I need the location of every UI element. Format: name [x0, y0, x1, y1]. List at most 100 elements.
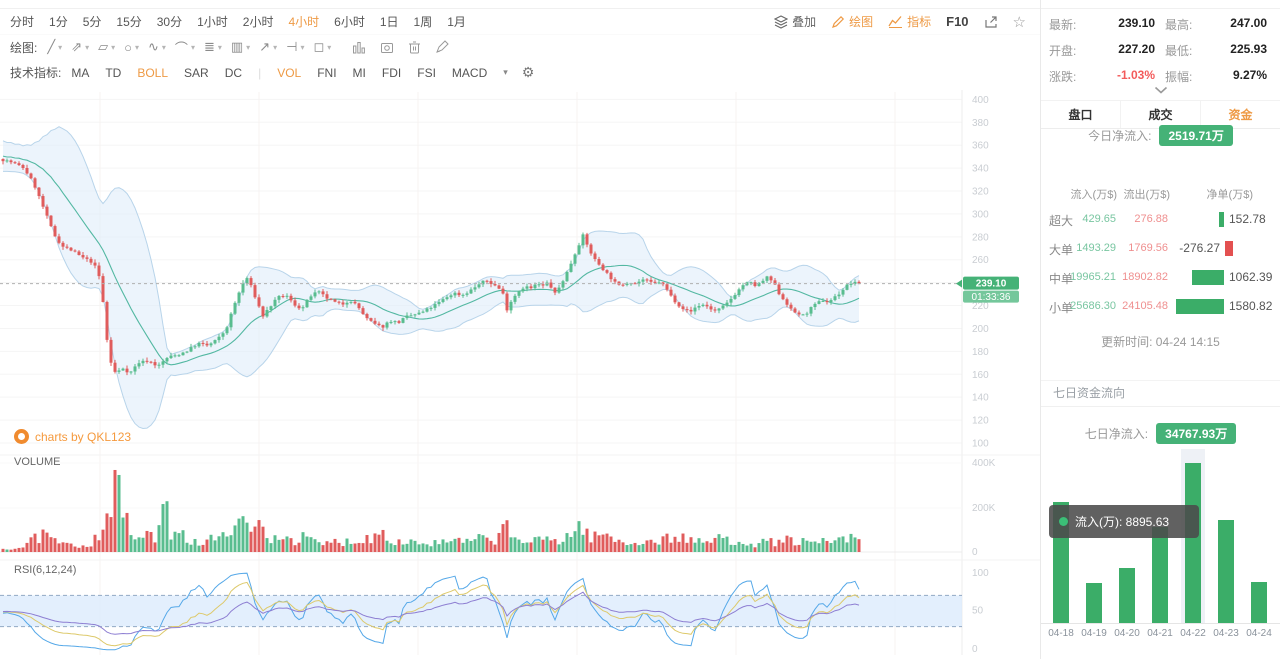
draw-toolbar: 绘图: ╱ ▾ ⇗ ▾ ▱ ▾ ○ ▾ ∿ ▾ ⌒ ▾ ≣ ▾ ▥ ▾ ↗ ▾ ⊣ ▾ ◻ ▾ — [0, 34, 1040, 59]
fib-retracement-tool[interactable]: ≣ ▾ — [204, 39, 222, 55]
indicator-mi[interactable]: MI — [352, 65, 366, 80]
collapse-button[interactable] — [1041, 83, 1280, 94]
bar-04-19[interactable] — [1086, 583, 1102, 623]
shape-tool-icon: ▱ — [98, 39, 109, 54]
quote-label: 最高: — [1165, 18, 1193, 32]
tab-成交[interactable]: 成交 — [1120, 101, 1200, 128]
indicator-macd[interactable]: MACD — [451, 65, 488, 80]
interval-6小时[interactable]: 6小时 — [334, 15, 365, 29]
watermark: charts by QKL123 — [14, 429, 131, 444]
interval-1分[interactable]: 1分 — [49, 15, 68, 29]
seven-day-bar-chart[interactable]: 04-18 04-19 04-20 04-21 04-22 04-23 04-24 流入(万… — [1041, 447, 1280, 647]
flow-row-超大: 超大 429.65 276.88 152.78 — [1041, 205, 1280, 234]
interval-15分[interactable]: 15分 — [116, 15, 142, 29]
bar-04-20[interactable] — [1119, 568, 1135, 623]
indicator-settings-button[interactable]: ⚙ — [521, 64, 535, 80]
delete-drawings-icon[interactable] — [408, 40, 421, 54]
tab-盘口[interactable]: 盘口 — [1068, 108, 1093, 122]
shape-tool[interactable]: ▱ ▾ — [98, 39, 115, 55]
interval-4小时[interactable]: 4小时 — [288, 15, 320, 29]
interval-1周[interactable]: 1周 — [413, 15, 433, 29]
interval-分时[interactable]: 分时 — [10, 15, 35, 29]
bar-tooltip: 流入(万): 8895.63 — [1049, 505, 1199, 538]
svg-text:0: 0 — [972, 644, 978, 655]
indicator-fsi[interactable]: FSI — [417, 65, 436, 80]
indicator-sar[interactable]: SAR — [184, 65, 209, 80]
pattern-tool-icon: ⌒ — [174, 40, 188, 56]
bar-04-23[interactable] — [1218, 520, 1234, 623]
seven-day-net-inflow-row: 七日净流入: 34767.93万 — [1041, 422, 1280, 444]
high-price: 247.00 — [1230, 16, 1267, 30]
arrow-tool[interactable]: ↗ ▾ — [259, 39, 277, 55]
trend-line-tool[interactable]: ╱ ▾ — [47, 39, 62, 55]
candlestick-chart: 1001201401601802002202402602803003203403… — [0, 90, 1040, 655]
interval-2小时[interactable]: 2小时 — [242, 15, 274, 29]
volume-pane-label: VOLUME — [14, 456, 61, 468]
side-panel: 最新: 239.10 最高: 247.00 开盘: 227.20 最低: 225… — [1040, 0, 1280, 659]
snapshot-icon[interactable] — [380, 41, 394, 54]
eraser-icon[interactable] — [435, 40, 449, 54]
flow-net-value: 1580.82 — [1229, 299, 1273, 313]
main-chart[interactable]: 1001201401601802002202402602803003203403… — [0, 85, 1040, 659]
svg-text:140: 140 — [972, 393, 989, 404]
brush-tool[interactable]: ⇗ ▾ — [71, 39, 89, 55]
circle-tool[interactable]: ○ ▾ — [124, 40, 139, 55]
indicator-toolbar: 技术指标: MA TD BOLL SAR DC | VOL FNI MI FDI FSI MACD… — [0, 60, 1040, 85]
indicator-td[interactable]: TD — [105, 65, 122, 80]
quote-label: 最低: — [1165, 44, 1193, 58]
indicator-fdi[interactable]: FDI — [381, 65, 402, 80]
volume-profile-icon[interactable] — [352, 41, 366, 54]
wave-tool[interactable]: ∿ ▾ — [148, 39, 166, 55]
expand-icon — [984, 15, 997, 28]
range-measure-tool[interactable]: ⊣ ▾ — [286, 39, 304, 55]
x-label-04-23: 04-23 — [1213, 628, 1239, 639]
draw-button[interactable]: 绘图 — [831, 13, 873, 30]
indicator-button[interactable]: 指标 — [888, 13, 931, 30]
favorite-button[interactable]: ☆ — [1012, 13, 1026, 31]
bar-04-24[interactable] — [1251, 582, 1267, 623]
chevron-down-icon — [1154, 86, 1167, 94]
brush-tool-icon: ⇗ — [71, 39, 83, 54]
svg-text:280: 280 — [972, 232, 989, 243]
bar-04-21[interactable] — [1152, 527, 1168, 623]
interval-5分[interactable]: 5分 — [82, 15, 102, 29]
flow-table-body: 超大 429.65 276.88 152.78 大单 1493.29 1769.56 -276… — [1041, 205, 1280, 321]
interval-30分[interactable]: 30分 — [156, 15, 183, 29]
caret-down-icon: ▾ — [190, 42, 195, 52]
trend-line-tool-icon: ╱ — [47, 39, 56, 54]
interval-1小时[interactable]: 1小时 — [197, 15, 228, 29]
svg-text:239.10: 239.10 — [976, 279, 1007, 290]
svg-text:200K: 200K — [972, 503, 996, 514]
indicator-boll[interactable]: BOLL — [137, 65, 169, 80]
flow-inflow-value: 1493.29 — [1076, 242, 1116, 254]
tab-资金[interactable]: 资金 — [1200, 101, 1280, 128]
fullscreen-button[interactable] — [984, 15, 998, 29]
gann-grid-tool[interactable]: ▥ ▾ — [231, 39, 250, 55]
caret-down-icon: ▾ — [246, 42, 251, 52]
quote-label: 最新: — [1049, 18, 1077, 32]
range-measure-tool-icon: ⊣ — [286, 39, 298, 54]
interval-1月[interactable]: 1月 — [447, 15, 466, 29]
annotation-tool[interactable]: ◻ ▾ — [313, 39, 331, 55]
indicator-divider: | — [258, 65, 262, 80]
indicator-dc[interactable]: DC — [224, 65, 243, 80]
svg-text:380: 380 — [972, 118, 989, 129]
pattern-tool[interactable]: ⌒ ▾ — [175, 38, 195, 57]
caret-down-icon: ▾ — [217, 42, 222, 52]
rsi-pane-label: RSI(6,12,24) — [14, 564, 77, 576]
caret-down-icon: ▾ — [300, 42, 305, 52]
svg-text:50: 50 — [972, 606, 984, 617]
indicator-ma[interactable]: MA — [71, 65, 90, 80]
interval-1日[interactable]: 1日 — [379, 15, 399, 29]
indicator-vol[interactable]: VOL — [277, 65, 302, 80]
main-indicator-list: MA TD BOLL SAR DC — [71, 66, 258, 80]
more-indicators-button[interactable]: ▾ — [503, 67, 508, 77]
bar-04-22[interactable] — [1185, 463, 1201, 623]
indicator-fni[interactable]: FNI — [317, 65, 337, 80]
flow-net-value: 1062.39 — [1229, 270, 1273, 284]
f10-button[interactable]: F10 — [946, 14, 969, 29]
flow-outflow-value: 276.88 — [1134, 213, 1168, 225]
pencil-icon — [832, 15, 845, 28]
draw-label: 绘图 — [849, 15, 874, 29]
overlay-button[interactable]: 叠加 — [774, 13, 816, 30]
